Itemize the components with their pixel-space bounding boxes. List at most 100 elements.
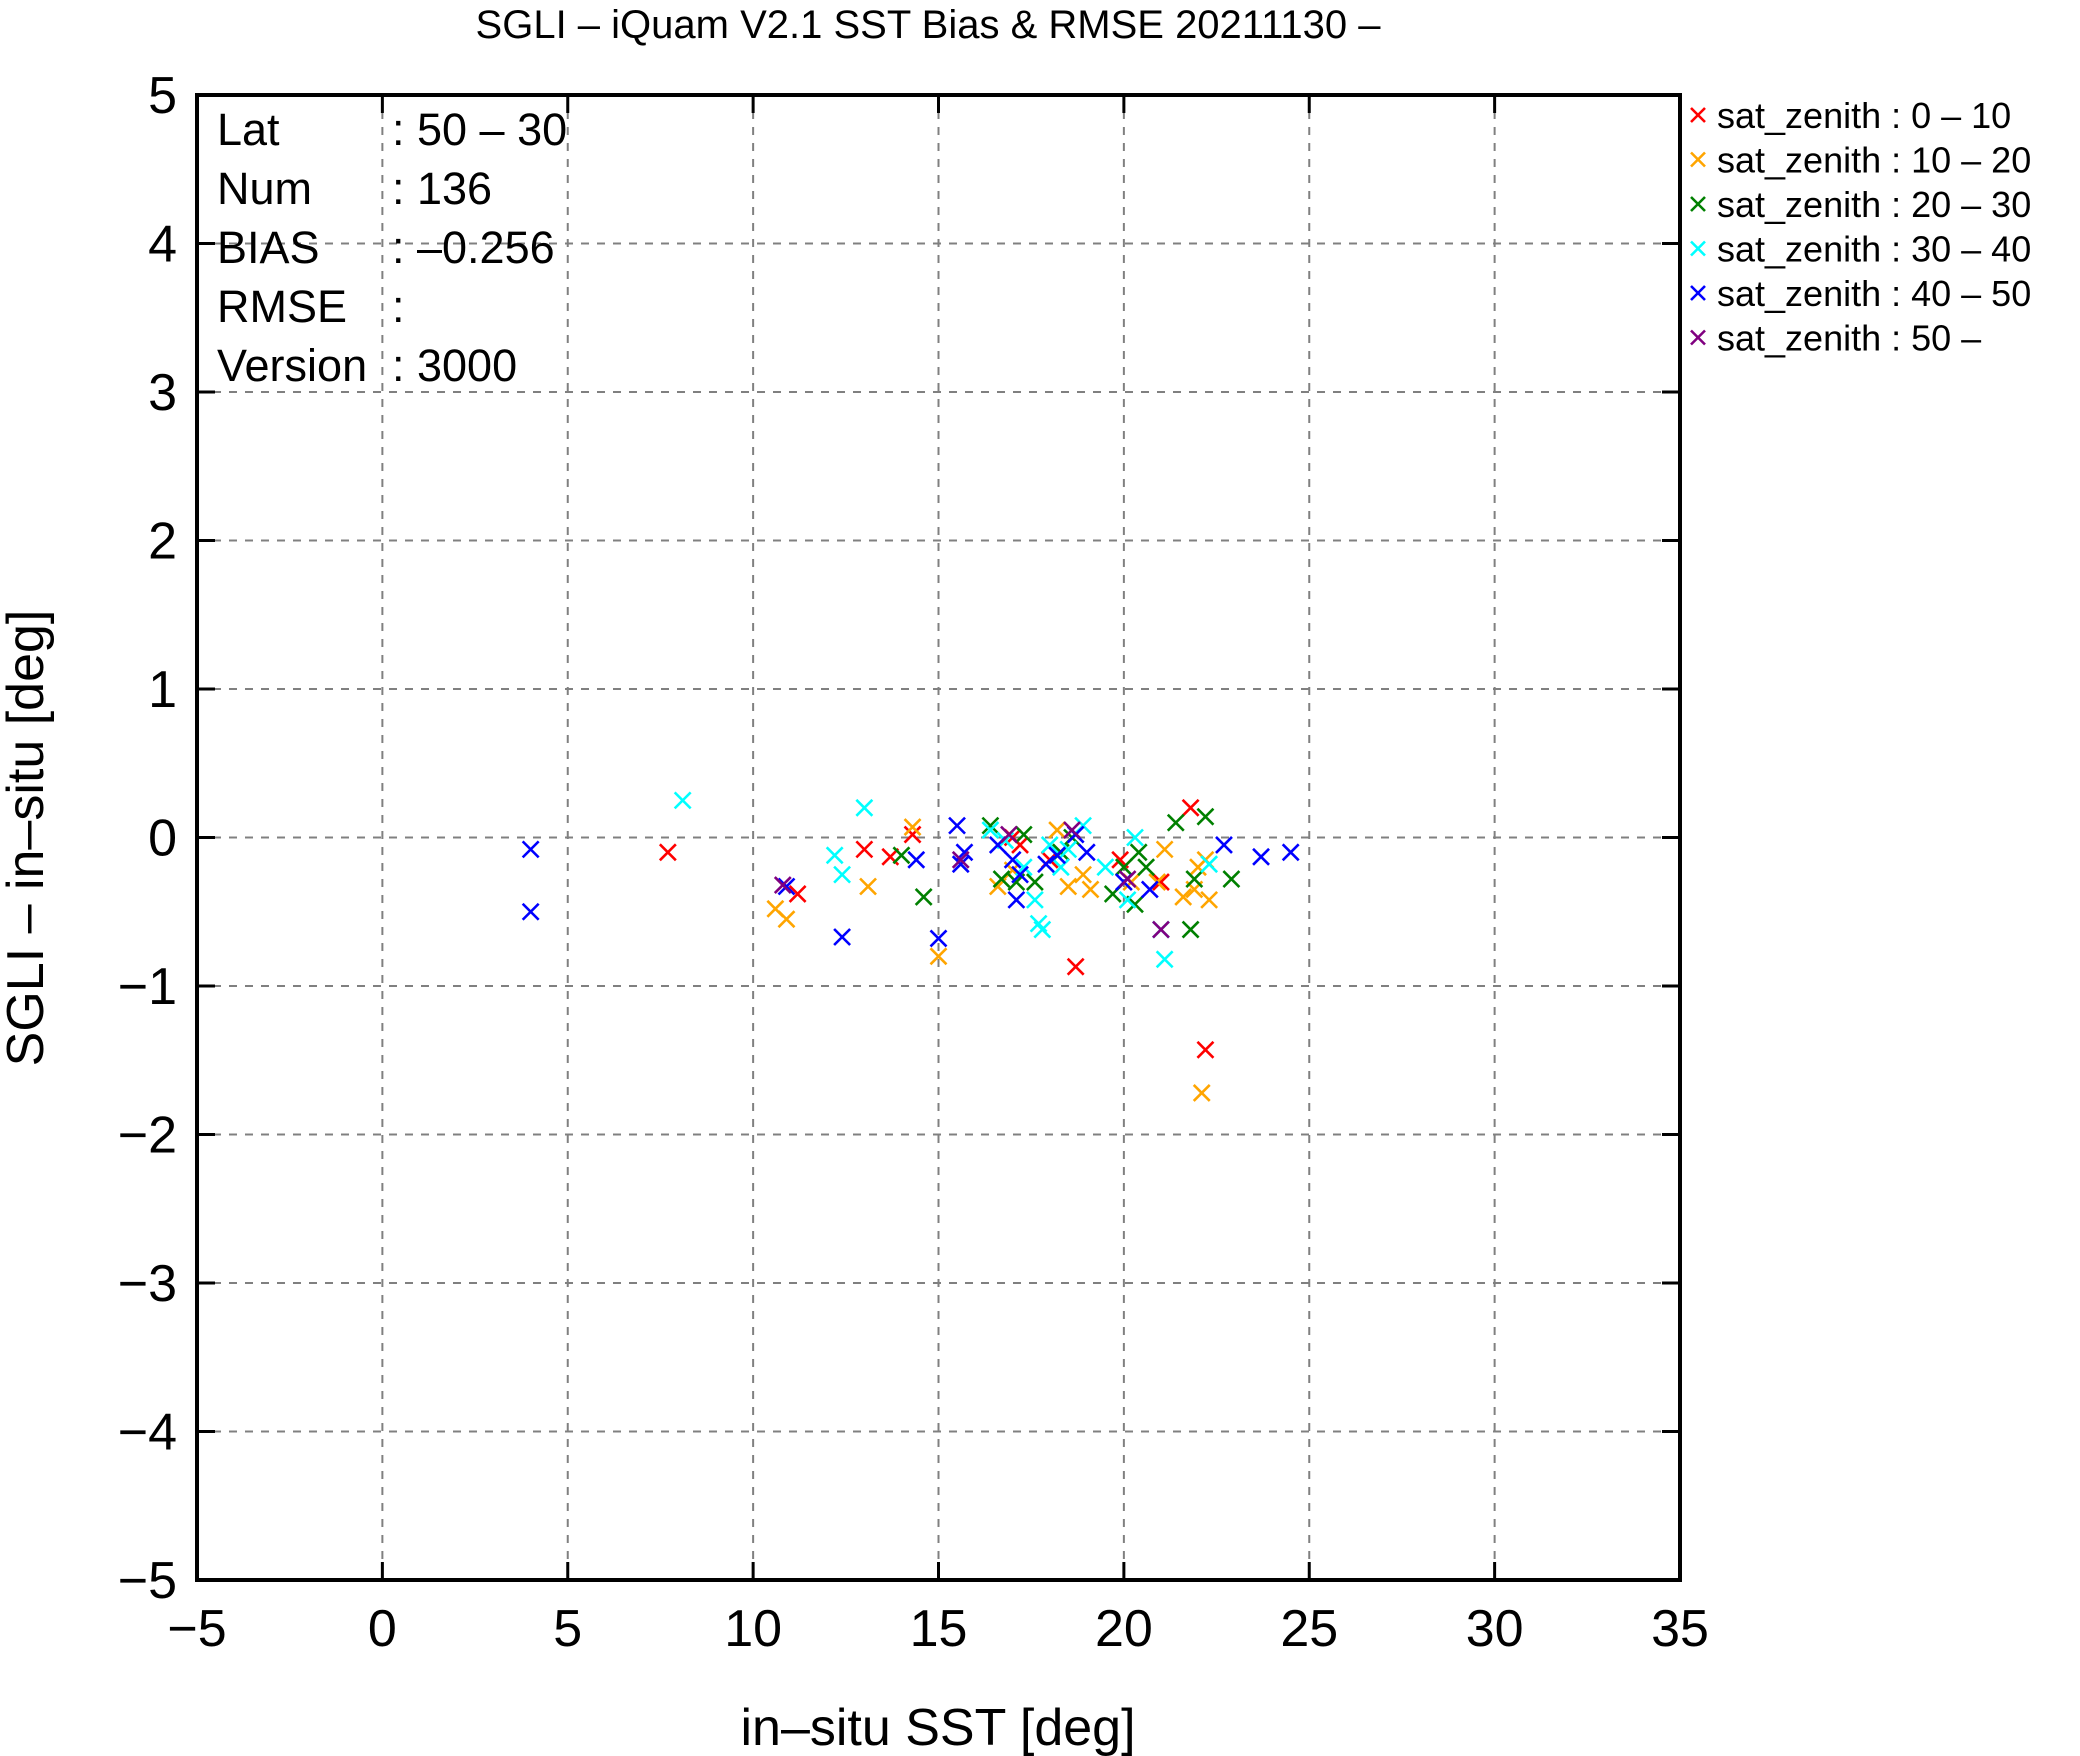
data-point-series-2 <box>859 877 877 896</box>
data-point-series-4 <box>1025 890 1044 909</box>
data-point-series-3 <box>1166 813 1185 832</box>
data-point-series-1 <box>788 885 807 903</box>
legend-marker <box>1690 196 1706 212</box>
data-point-series-2 <box>929 947 948 966</box>
data-point-series-4 <box>1059 840 1078 859</box>
x-tick-label: 10 <box>724 1600 782 1658</box>
data-point-series-3 <box>981 816 1000 835</box>
x-tick-label: 20 <box>1095 1600 1153 1658</box>
scatter-points <box>521 791 1300 1102</box>
data-point-series-2 <box>1059 877 1078 896</box>
stats-value: : 136 <box>392 163 492 214</box>
chart-title: SGLI – iQuam V2.1 SST Bias & RMSE 202111… <box>476 3 1382 47</box>
data-point-series-3 <box>1222 870 1241 888</box>
stats-box: Lat: 50 – 30 Num: 136 BIAS: –0.256 RMSE: Ver… <box>217 104 567 391</box>
data-point-series-4 <box>1096 858 1115 877</box>
data-point-series-4 <box>673 791 692 810</box>
data-point-series-3 <box>1181 920 1200 939</box>
legend-marker <box>1690 107 1706 123</box>
data-point-series-1 <box>1152 873 1170 891</box>
stats-key: BIAS <box>217 222 320 273</box>
data-point-series-5 <box>951 855 970 874</box>
data-point-series-2 <box>1200 890 1219 909</box>
data-point-series-3 <box>1137 858 1156 877</box>
y-tick-label: 1 <box>148 661 177 719</box>
data-point-series-4 <box>1033 920 1052 939</box>
data-point-series-1 <box>1066 957 1085 976</box>
data-point-series-4 <box>1118 890 1137 909</box>
data-point-series-4 <box>1051 858 1070 877</box>
x-tick-label: 5 <box>553 1600 582 1658</box>
y-tick-label: 0 <box>148 810 177 868</box>
x-tick-label: −5 <box>167 1600 226 1658</box>
legend-label: sat_zenith : 40 – 50 <box>1717 273 2031 314</box>
x-tick-labels: −5 0 5 10 15 20 25 30 35 <box>167 1600 1709 1658</box>
legend-label: sat_zenith : 50 – <box>1717 318 1981 359</box>
data-point-series-6 <box>1063 821 1081 839</box>
data-point-series-6 <box>773 876 792 894</box>
stats-key: RMSE <box>217 281 347 332</box>
data-point-series-4 <box>1200 855 1219 874</box>
data-point-series-5 <box>1037 855 1055 874</box>
data-point-series-5 <box>929 929 948 948</box>
y-tick-label: −3 <box>118 1255 177 1313</box>
data-point-series-3 <box>1185 870 1204 888</box>
data-point-series-2 <box>1048 821 1067 839</box>
data-point-series-5 <box>948 816 966 835</box>
data-point-series-1 <box>1196 1040 1215 1059</box>
data-point-series-2 <box>903 818 922 837</box>
y-tick-label: −1 <box>118 958 177 1016</box>
data-point-series-5 <box>777 877 796 896</box>
legend-label: sat_zenith : 0 – 10 <box>1717 95 2011 136</box>
legend-marker <box>1690 151 1706 168</box>
data-point-series-3 <box>1014 825 1033 844</box>
y-tick-label: 2 <box>148 513 177 571</box>
data-point-series-5 <box>521 840 540 859</box>
data-point-series-3 <box>992 870 1011 888</box>
y-tick-label: −5 <box>118 1552 177 1610</box>
stats-value: : 3000 <box>392 340 517 391</box>
stats-key: Lat <box>217 104 280 155</box>
stats-key: Num <box>217 163 312 214</box>
data-point-series-3 <box>1025 873 1044 891</box>
data-point-series-4 <box>855 798 874 817</box>
data-point-series-5 <box>1140 880 1159 899</box>
stats-value: : <box>392 281 405 332</box>
data-point-series-1 <box>658 843 677 862</box>
data-point-series-5 <box>907 850 926 869</box>
legend-label: sat_zenith : 10 – 20 <box>1717 140 2031 181</box>
data-point-series-5 <box>1003 850 1022 869</box>
data-point-series-6 <box>1000 825 1018 844</box>
data-point-series-3 <box>914 887 933 906</box>
data-point-series-3 <box>1129 843 1148 862</box>
data-point-series-4 <box>833 865 852 884</box>
legend-marker <box>1690 329 1706 346</box>
x-tick-label: 0 <box>368 1600 397 1658</box>
y-axis-title: SGLI – in–situ [deg] <box>0 610 55 1067</box>
legend-label: sat_zenith : 20 – 30 <box>1717 184 2031 225</box>
legend-marker <box>1690 285 1706 301</box>
data-point-series-5 <box>1007 890 1026 909</box>
stats-value: : 50 – 30 <box>392 104 567 155</box>
data-point-series-4 <box>981 821 1000 839</box>
data-point-series-5 <box>1215 836 1233 854</box>
data-point-series-3 <box>1196 807 1215 826</box>
data-point-series-6 <box>1118 870 1137 888</box>
data-point-series-1 <box>1181 798 1200 817</box>
data-point-series-6 <box>951 850 970 869</box>
y-tick-labels: −5 −4 −3 −2 −1 0 1 2 3 4 5 <box>118 67 177 1610</box>
y-tick-label: 3 <box>148 364 177 422</box>
data-point-series-2 <box>1155 840 1174 859</box>
data-point-series-1 <box>903 825 922 844</box>
data-point-series-4 <box>1040 836 1059 854</box>
data-point-series-3 <box>892 846 911 865</box>
data-point-series-4 <box>1126 828 1144 847</box>
x-tick-label: 35 <box>1651 1600 1709 1658</box>
data-point-series-5 <box>1011 865 1029 884</box>
x-tick-label: 30 <box>1466 1600 1524 1658</box>
data-point-series-1 <box>855 840 874 859</box>
data-point-series-2 <box>1174 887 1193 906</box>
data-point-series-5 <box>1077 843 1096 862</box>
